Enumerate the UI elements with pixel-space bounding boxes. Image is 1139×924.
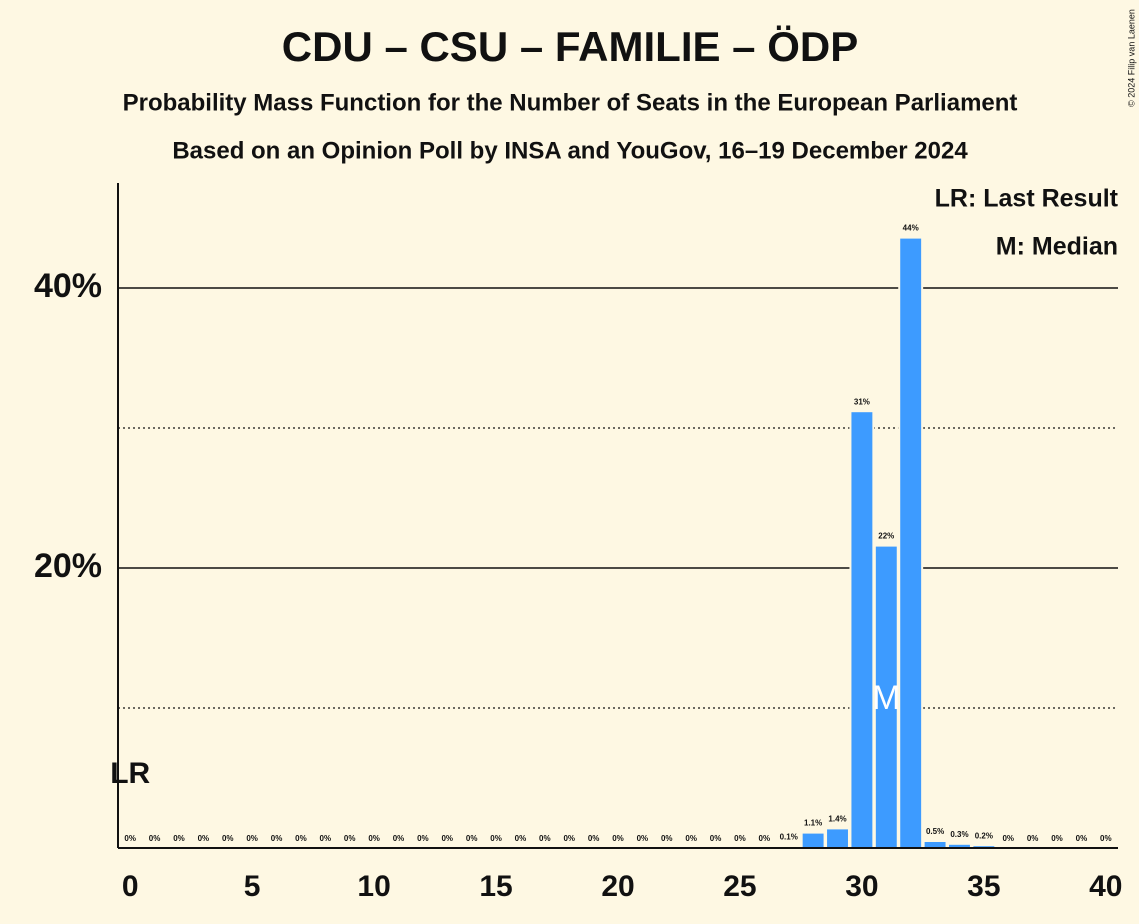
- value-label: 0%: [149, 834, 161, 843]
- x-tick-label: 0: [122, 870, 139, 903]
- value-label: 31%: [854, 397, 870, 406]
- value-label: 0.2%: [975, 831, 993, 840]
- value-label: 0%: [1100, 834, 1112, 843]
- value-label: 0%: [246, 834, 258, 843]
- median-marker: M: [872, 679, 900, 717]
- value-label: 0%: [1076, 834, 1088, 843]
- value-label: 0%: [1051, 834, 1063, 843]
- x-tick-label: 20: [601, 870, 634, 903]
- value-label: 44%: [903, 224, 919, 233]
- bar: [825, 827, 850, 850]
- value-label: 0%: [466, 834, 478, 843]
- x-tick-label: 35: [967, 870, 1000, 903]
- value-label: 0%: [759, 834, 771, 843]
- value-label: 0%: [734, 834, 746, 843]
- value-label: 0%: [1002, 834, 1014, 843]
- value-label: 22%: [878, 532, 894, 541]
- value-label: 0%: [368, 834, 380, 843]
- value-label: 0%: [417, 834, 429, 843]
- value-label: 0.3%: [950, 830, 968, 839]
- x-tick-label: 25: [723, 870, 756, 903]
- x-tick-label: 10: [357, 870, 390, 903]
- value-label: 0%: [173, 834, 185, 843]
- value-label: 0%: [563, 834, 575, 843]
- credit: © 2024 Filip van Laenen: [1126, 9, 1136, 107]
- legend-entry: LR: Last Result: [935, 185, 1119, 213]
- value-label: 0%: [441, 834, 453, 843]
- value-label: 0%: [124, 834, 136, 843]
- value-label: 0%: [685, 834, 697, 843]
- value-label: 0%: [320, 834, 332, 843]
- chart-subtitle: Based on an Opinion Poll by INSA and You…: [172, 137, 968, 164]
- value-label: 0%: [612, 834, 624, 843]
- y-tick-label: 20%: [34, 547, 102, 585]
- value-label: 0%: [1027, 834, 1039, 843]
- bar: [800, 831, 826, 849]
- value-label: 0%: [393, 834, 405, 843]
- x-tick-label: 15: [479, 870, 512, 903]
- bar: [922, 840, 948, 849]
- chart-subtitle: Probability Mass Function for the Number…: [123, 89, 1018, 116]
- last-result-marker: LR: [110, 757, 150, 790]
- value-label: 0%: [344, 834, 356, 843]
- bar: [849, 410, 875, 849]
- value-label: 0%: [637, 834, 649, 843]
- value-label: 0%: [661, 834, 673, 843]
- legend-entry: M: Median: [996, 233, 1118, 261]
- value-label: 1.4%: [828, 815, 846, 824]
- value-label: 0%: [588, 834, 600, 843]
- x-tick-label: 30: [845, 870, 878, 903]
- value-label: 0%: [539, 834, 551, 843]
- bar: [898, 236, 924, 850]
- value-label: 0%: [295, 834, 307, 843]
- chart-title: CDU – CSU – FAMILIE – ÖDP: [282, 23, 858, 70]
- value-label: 0%: [271, 834, 283, 843]
- value-label: 0%: [490, 834, 502, 843]
- value-label: 0%: [515, 834, 527, 843]
- value-label: 0%: [198, 834, 210, 843]
- value-label: 0%: [222, 834, 234, 843]
- value-label: 0%: [710, 834, 722, 843]
- x-tick-label: 5: [244, 870, 261, 903]
- y-tick-label: 40%: [34, 267, 102, 305]
- value-label: 0.5%: [926, 827, 944, 836]
- x-tick-label: 40: [1089, 870, 1122, 903]
- value-label: 0.1%: [780, 833, 798, 842]
- value-label: 1.1%: [804, 819, 822, 828]
